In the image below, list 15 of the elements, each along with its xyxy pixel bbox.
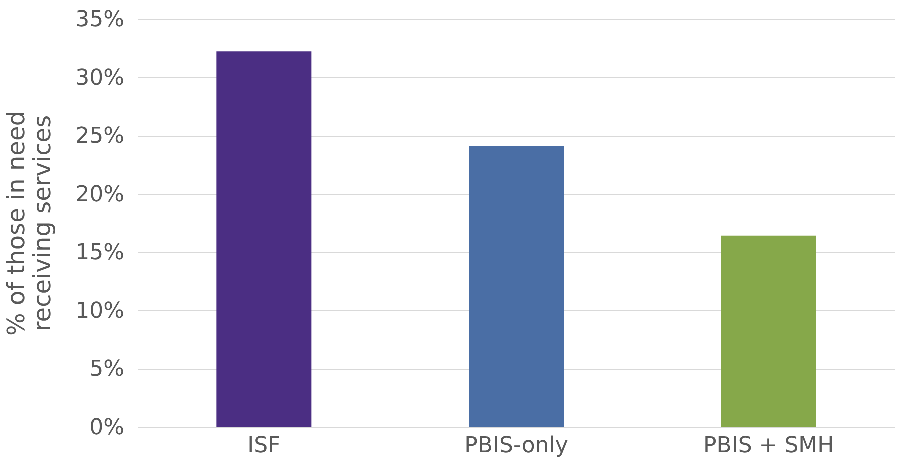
y-axis-title: % of those in need receiving services (2, 111, 57, 336)
y-tick-label: 15% (76, 240, 124, 266)
y-tick-label: 20% (76, 182, 124, 208)
y-tick-label: 30% (76, 66, 124, 91)
bar (721, 236, 816, 427)
y-tick-label: 5% (90, 357, 124, 382)
bar (216, 52, 312, 427)
x-tick-label: PBIS + SMH (703, 434, 834, 458)
x-tick-label: PBIS-only (464, 434, 568, 458)
bar (469, 146, 564, 427)
y-tick-label: 35% (76, 8, 124, 32)
x-tick-label: ISF (248, 434, 281, 458)
y-tick-label: 0% (90, 416, 124, 440)
y-tick-label: 10% (76, 298, 124, 324)
y-tick-label: 25% (76, 124, 124, 150)
